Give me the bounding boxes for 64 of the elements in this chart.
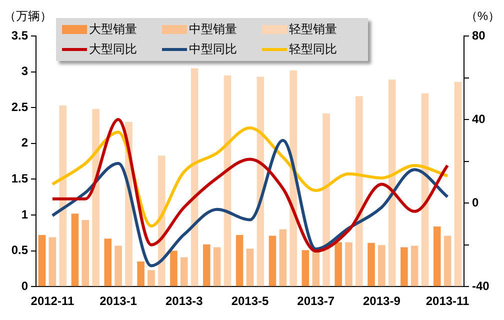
legend-label: 轻型同比 (289, 41, 337, 58)
legend-label: 大型同比 (89, 41, 137, 58)
line-series (50, 118, 450, 253)
x-tick-label: 2013-11 (426, 294, 470, 308)
y-tick-label: 0 (21, 278, 28, 293)
bar (48, 237, 56, 286)
bar (444, 236, 452, 286)
y-tick-label: 2 (21, 136, 28, 150)
x-tick-label: 2013-3 (165, 294, 204, 308)
bar (378, 245, 386, 286)
bar (334, 242, 342, 286)
bar (268, 236, 276, 286)
legend-label: 轻型销量 (289, 21, 337, 38)
bar (322, 113, 330, 286)
y2-tick-label: 40 (472, 112, 486, 126)
bar (368, 242, 375, 286)
bar (410, 246, 418, 286)
bar (71, 214, 79, 286)
y2-tick-label: -40 (472, 278, 490, 293)
bar (279, 229, 287, 286)
y2-tick-label: 0 (472, 195, 479, 210)
y-axis-title: （万辆） (4, 8, 52, 25)
y-tick-label: 0.5 (11, 243, 28, 258)
bar (433, 226, 441, 286)
bar (302, 250, 310, 286)
x-tick-label: 2013-9 (363, 294, 401, 308)
y2-tick-label: 80 (472, 28, 486, 42)
bar (312, 250, 320, 286)
bar (38, 235, 46, 286)
bar (236, 235, 244, 286)
bar (246, 248, 254, 286)
x-tick-label: 2013-1 (100, 294, 138, 308)
bar (356, 96, 363, 286)
legend-label: 大型销量 (89, 21, 137, 38)
bar (82, 220, 90, 286)
bar (388, 80, 396, 286)
bar (224, 75, 232, 286)
bar (400, 247, 408, 286)
legend-label: 中型同比 (189, 41, 237, 58)
bar (137, 262, 144, 286)
y2-axis-title: （%） (465, 8, 500, 25)
bar (180, 257, 188, 286)
bar (114, 246, 122, 286)
bar (170, 250, 178, 286)
bar (421, 93, 429, 286)
y-tick-label: 3 (21, 64, 28, 78)
y-tick-label: 2.5 (11, 100, 28, 114)
x-tick-label: 2013-5 (231, 294, 270, 308)
y-tick-label: 1 (21, 207, 28, 222)
bar (190, 68, 198, 286)
x-tick-label: 2013-7 (297, 294, 335, 308)
y-tick-label: 3.5 (11, 28, 28, 42)
bar (454, 82, 462, 286)
bar (203, 244, 210, 286)
legend-label: 中型销量 (189, 21, 237, 38)
bar (148, 270, 155, 286)
x-tick-label: 2012-11 (30, 294, 74, 308)
bar (59, 105, 67, 286)
bar (213, 247, 221, 286)
y-tick-label: 1.5 (11, 172, 28, 186)
bar (104, 238, 112, 286)
bar (92, 109, 100, 286)
bar (345, 242, 352, 286)
line-series (50, 138, 450, 268)
